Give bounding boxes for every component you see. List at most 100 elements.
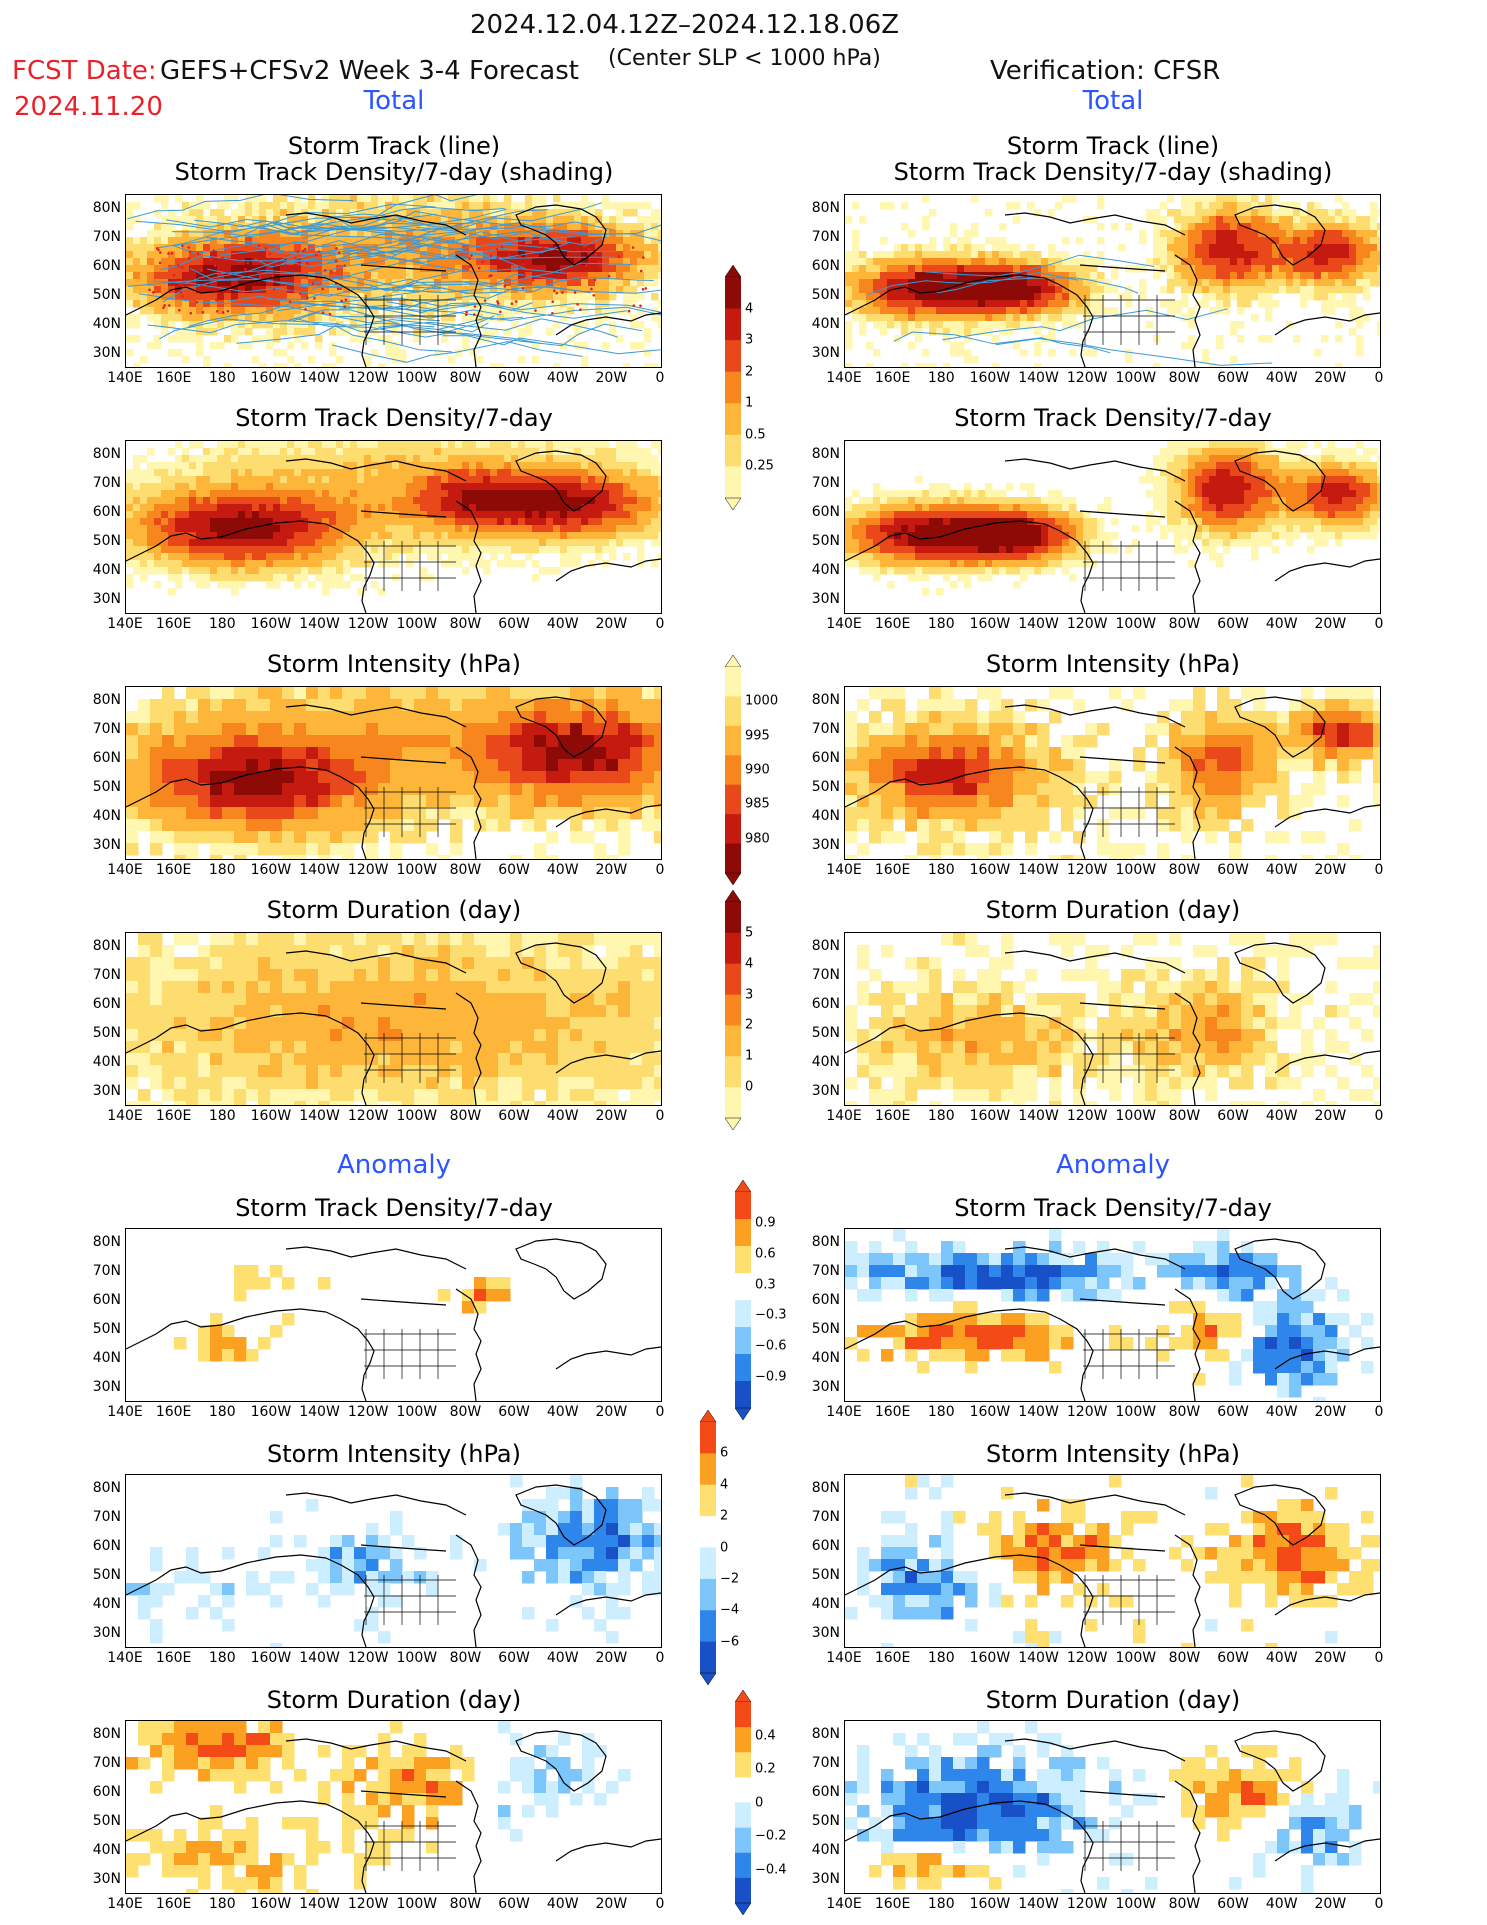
panel-track-total-fcst-lon-40W: 40W (546, 370, 579, 386)
panel-density-cfsr-lat-80N: 80N (811, 446, 840, 462)
panel-anom-duration-cfsr-lon-40W: 40W (1265, 1896, 1298, 1912)
panel-anom-duration-cfsr (844, 1720, 1381, 1894)
section-total-left: Total (363, 86, 425, 116)
panel-intensity-fcst-lat-50N: 50N (92, 779, 121, 795)
panel-track-total-cfsr-lon-40W: 40W (1265, 370, 1298, 386)
colorbar-intensity-total: 1000 995 990 985 980 (724, 654, 785, 886)
panel-anom-duration-fcst-lat-80N: 80N (92, 1726, 121, 1742)
panel-anom-intensity-cfsr (844, 1474, 1381, 1648)
panel-anom-density-cfsr-lon-140E: 140E (826, 1404, 862, 1420)
panel-intensity-fcst-lon-180: 180 (208, 862, 236, 878)
panel-anom-duration-cfsr-lon-160E: 160E (874, 1896, 911, 1912)
panel-track-total-cfsr-lon-160E: 160E (874, 370, 911, 386)
panel-intensity-fcst-lon-160W: 160W (250, 862, 292, 878)
panel-density-cfsr (844, 440, 1381, 614)
panel-intensity-fcst-lon-100W: 100W (396, 862, 438, 878)
panel-track-total-fcst-lat-70N: 70N (92, 229, 121, 245)
panel-anom-intensity-fcst-lon-60W: 60W (498, 1650, 530, 1666)
panel-intensity-fcst-lat-60N: 60N (92, 750, 121, 766)
panel-anom-density-cfsr-lon-80W: 80W (1168, 1404, 1201, 1420)
panel-density-cfsr-lat-60N: 60N (811, 504, 840, 520)
panel-anom-intensity-cfsr-lon-60W: 60W (1217, 1650, 1249, 1666)
panel-anom-duration-cfsr-lat-70N: 70N (811, 1755, 840, 1771)
colorbar-density-total: 4 3 2 1 0.5 0.25 (724, 264, 785, 511)
panel-duration-fcst-map (126, 933, 661, 1105)
panel-anom-density-cfsr-lon-160W: 160W (969, 1404, 1011, 1420)
panel-anom-intensity-cfsr-lon-120W: 120W (1066, 1650, 1108, 1666)
colorbar-intensity-total-label: 990 (745, 762, 770, 778)
panel-density-cfsr-lon-120W: 120W (1066, 616, 1108, 632)
panel-density-fcst-lon-180: 180 (208, 616, 236, 632)
panel-anom-density-fcst-lon-0: 0 (655, 1404, 665, 1420)
colorbar-intensity-anom-label: −2 (720, 1571, 740, 1587)
panel-track-total-cfsr-lon-0: 0 (1374, 370, 1384, 386)
panel-anom-intensity-cfsr-map (845, 1475, 1380, 1647)
colorbar-intensity-total-label: 980 (745, 831, 770, 847)
panel-intensity-fcst-lon-80W: 80W (449, 862, 482, 878)
panel-duration-fcst-lon-140E: 140E (107, 1108, 143, 1124)
panel-intensity-fcst-lon-20W: 20W (595, 862, 628, 878)
colorbar-density-anom-label: −0.6 (755, 1338, 787, 1354)
panel-density-cfsr-lon-160E: 160E (874, 616, 911, 632)
panel-density-cfsr-lon-40W: 40W (1265, 616, 1298, 632)
section-total-right: Total (1082, 86, 1144, 116)
panel-anom-density-cfsr-lon-60W: 60W (1217, 1404, 1249, 1420)
title-anom-duration-left: Storm Duration (day) (266, 1686, 522, 1714)
panel-intensity-cfsr-lon-60W: 60W (1217, 862, 1249, 878)
verification-label: Verification: CFSR (990, 56, 1221, 86)
panel-anom-density-cfsr-lat-30N: 30N (811, 1379, 840, 1395)
panel-density-fcst-lon-0: 0 (655, 616, 665, 632)
panel-anom-duration-cfsr-lon-120W: 120W (1066, 1896, 1108, 1912)
panel-density-fcst-map (126, 441, 661, 613)
panel-intensity-fcst-lon-160E: 160E (155, 862, 192, 878)
panel-density-cfsr-lon-160W: 160W (969, 616, 1011, 632)
panel-density-fcst-lat-80N: 80N (92, 446, 121, 462)
panel-duration-fcst-lon-20W: 20W (595, 1108, 628, 1124)
panel-intensity-cfsr-lat-40N: 40N (811, 808, 840, 824)
panel-track-total-cfsr-lat-30N: 30N (811, 345, 840, 361)
panel-anom-duration-fcst-lat-60N: 60N (92, 1784, 121, 1800)
panel-intensity-cfsr-lat-50N: 50N (811, 779, 840, 795)
panel-density-fcst-lat-70N: 70N (92, 475, 121, 491)
colorbar-duration-anom-label: 0.4 (755, 1728, 776, 1743)
panel-density-cfsr-lat-70N: 70N (811, 475, 840, 491)
panel-density-fcst-lon-160E: 160E (155, 616, 192, 632)
colorbar-duration-total-label: 5 (745, 925, 754, 941)
colorbar-duration-anom-label: 0.2 (755, 1761, 776, 1777)
panel-intensity-cfsr-lon-120W: 120W (1066, 862, 1108, 878)
panel-duration-fcst-lon-0: 0 (655, 1108, 665, 1124)
colorbar-intensity-anom-label: −4 (720, 1602, 740, 1618)
panel-anom-density-fcst-lat-40N: 40N (92, 1350, 121, 1366)
panel-anom-intensity-fcst-lat-50N: 50N (92, 1567, 121, 1583)
panel-duration-cfsr-lon-40W: 40W (1265, 1108, 1298, 1124)
panel-duration-cfsr-lon-160E: 160E (874, 1108, 911, 1124)
panel-anom-density-cfsr-lat-40N: 40N (811, 1350, 840, 1366)
panel-intensity-fcst-lon-120W: 120W (347, 862, 389, 878)
title-anom-density-left: Storm Track Density/7-day (235, 1194, 553, 1222)
panel-anom-duration-fcst-lat-50N: 50N (92, 1813, 121, 1829)
panel-track-total-fcst-lon-80W: 80W (449, 370, 482, 386)
panel-duration-fcst-lon-40W: 40W (546, 1108, 579, 1124)
panel-anom-intensity-fcst-lat-60N: 60N (92, 1538, 121, 1554)
panel-intensity-fcst-lat-70N: 70N (92, 721, 121, 737)
colorbar-density-anom: 0.9 0.6 0.3 −0.3 −0.6 −0.9 (734, 1179, 795, 1421)
date-range-title: 2024.12.04.12Z–2024.12.18.06Z (470, 10, 900, 40)
panel-anom-density-fcst (125, 1228, 662, 1402)
panel-anom-intensity-fcst-lon-0: 0 (655, 1650, 665, 1666)
panel-track-total-cfsr-lat-70N: 70N (811, 229, 840, 245)
title-intensity-left: Storm Intensity (hPa) (267, 650, 521, 678)
title-track-shading-right: Storm Track Density/7-day (shading) (893, 158, 1333, 186)
panel-anom-density-fcst-lat-80N: 80N (92, 1234, 121, 1250)
panel-duration-cfsr-map (845, 933, 1380, 1105)
panel-anom-duration-fcst-lon-160E: 160E (155, 1896, 192, 1912)
colorbar-duration-total-label: 3 (745, 987, 754, 1003)
panel-anom-intensity-cfsr-lon-140E: 140E (826, 1650, 862, 1666)
colorbar-duration-total: 5 4 3 2 1 0 (724, 889, 785, 1131)
colorbar-duration-total-label: 4 (745, 956, 754, 972)
panel-duration-fcst-lon-60W: 60W (498, 1108, 530, 1124)
panel-anom-intensity-cfsr-lat-70N: 70N (811, 1509, 840, 1525)
fcst-date-value: 2024.11.20 (14, 92, 163, 122)
panel-anom-intensity-fcst-lat-30N: 30N (92, 1625, 121, 1641)
panel-anom-intensity-fcst-lon-140E: 140E (107, 1650, 143, 1666)
panel-density-cfsr-lon-20W: 20W (1314, 616, 1347, 632)
